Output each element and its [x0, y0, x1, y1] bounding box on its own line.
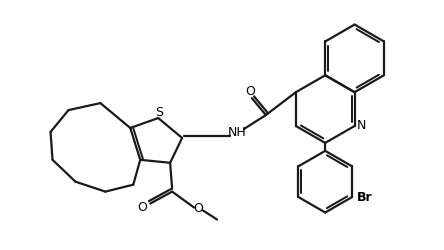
- Text: Br: Br: [357, 190, 373, 203]
- Text: S: S: [155, 106, 163, 118]
- Text: O: O: [137, 201, 147, 214]
- Text: N: N: [357, 120, 366, 132]
- Text: NH: NH: [228, 126, 246, 140]
- Text: O: O: [193, 202, 203, 215]
- Text: O: O: [245, 85, 255, 98]
